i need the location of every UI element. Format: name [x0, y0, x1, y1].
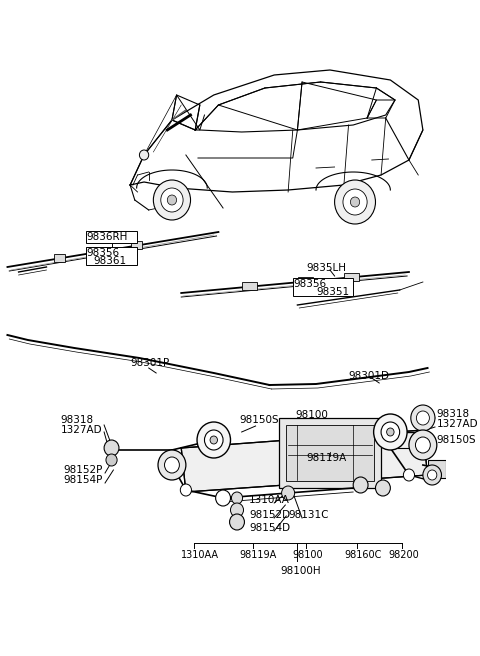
Text: 98119A: 98119A [240, 550, 277, 560]
Text: 98160C: 98160C [344, 550, 381, 560]
Circle shape [375, 480, 390, 496]
Bar [85, 247, 137, 265]
Text: 98154D: 98154D [249, 523, 290, 533]
Circle shape [180, 484, 192, 496]
Circle shape [161, 188, 183, 212]
Circle shape [230, 503, 243, 517]
Text: 98119A: 98119A [307, 453, 347, 463]
Circle shape [409, 430, 437, 460]
Bar [96, 247, 107, 255]
Text: 98301D: 98301D [348, 371, 390, 381]
Bar [85, 231, 137, 243]
Text: 98356: 98356 [86, 248, 120, 258]
Circle shape [350, 197, 360, 207]
Bar [293, 278, 353, 296]
Circle shape [403, 469, 415, 481]
Text: 98356: 98356 [294, 279, 327, 289]
Circle shape [168, 195, 177, 205]
Circle shape [416, 437, 431, 453]
Text: 98351: 98351 [316, 287, 349, 297]
Text: 9835LH: 9835LH [307, 263, 347, 273]
Text: 98200: 98200 [388, 550, 419, 560]
Circle shape [210, 436, 217, 444]
Text: 98154P: 98154P [63, 475, 103, 485]
Bar [241, 282, 256, 290]
Bar [428, 460, 446, 478]
Circle shape [204, 430, 223, 450]
Text: 98361: 98361 [93, 256, 126, 266]
Circle shape [158, 450, 186, 480]
Text: 98150S: 98150S [240, 415, 279, 425]
Text: 9836RH: 9836RH [86, 232, 128, 242]
Text: 1310AA: 1310AA [249, 495, 290, 505]
Text: 98152P: 98152P [63, 465, 103, 475]
Circle shape [231, 492, 242, 504]
Text: 98318: 98318 [60, 415, 94, 425]
Circle shape [282, 486, 295, 500]
Circle shape [165, 457, 180, 473]
Circle shape [411, 405, 435, 431]
Circle shape [428, 470, 437, 480]
Bar [54, 254, 65, 262]
Circle shape [153, 180, 191, 220]
Text: 1327AD: 1327AD [60, 425, 102, 435]
Circle shape [387, 428, 394, 436]
Circle shape [216, 490, 230, 506]
Bar [344, 273, 359, 281]
Text: 98100: 98100 [296, 410, 328, 420]
Circle shape [343, 189, 367, 215]
Circle shape [416, 411, 430, 425]
Bar [286, 425, 373, 481]
Bar [299, 277, 313, 285]
Text: 1327AD: 1327AD [437, 419, 479, 429]
Circle shape [106, 454, 117, 466]
Text: 98152D: 98152D [249, 510, 290, 520]
Text: 98301P: 98301P [130, 358, 169, 368]
Circle shape [139, 150, 149, 160]
Text: 1310AA: 1310AA [181, 550, 219, 560]
Circle shape [104, 440, 119, 456]
Circle shape [229, 514, 244, 530]
Circle shape [373, 414, 407, 450]
Text: 98131C: 98131C [288, 510, 329, 520]
Circle shape [423, 465, 442, 485]
Circle shape [353, 477, 368, 493]
Bar [279, 418, 381, 488]
Circle shape [381, 422, 400, 442]
Circle shape [197, 422, 230, 458]
Text: 98150S: 98150S [437, 435, 477, 445]
Polygon shape [181, 430, 428, 492]
Bar [131, 241, 142, 249]
Circle shape [335, 180, 375, 224]
Text: 98318: 98318 [437, 409, 470, 419]
Text: 98100H: 98100H [281, 566, 321, 576]
Text: 98100: 98100 [293, 550, 324, 560]
